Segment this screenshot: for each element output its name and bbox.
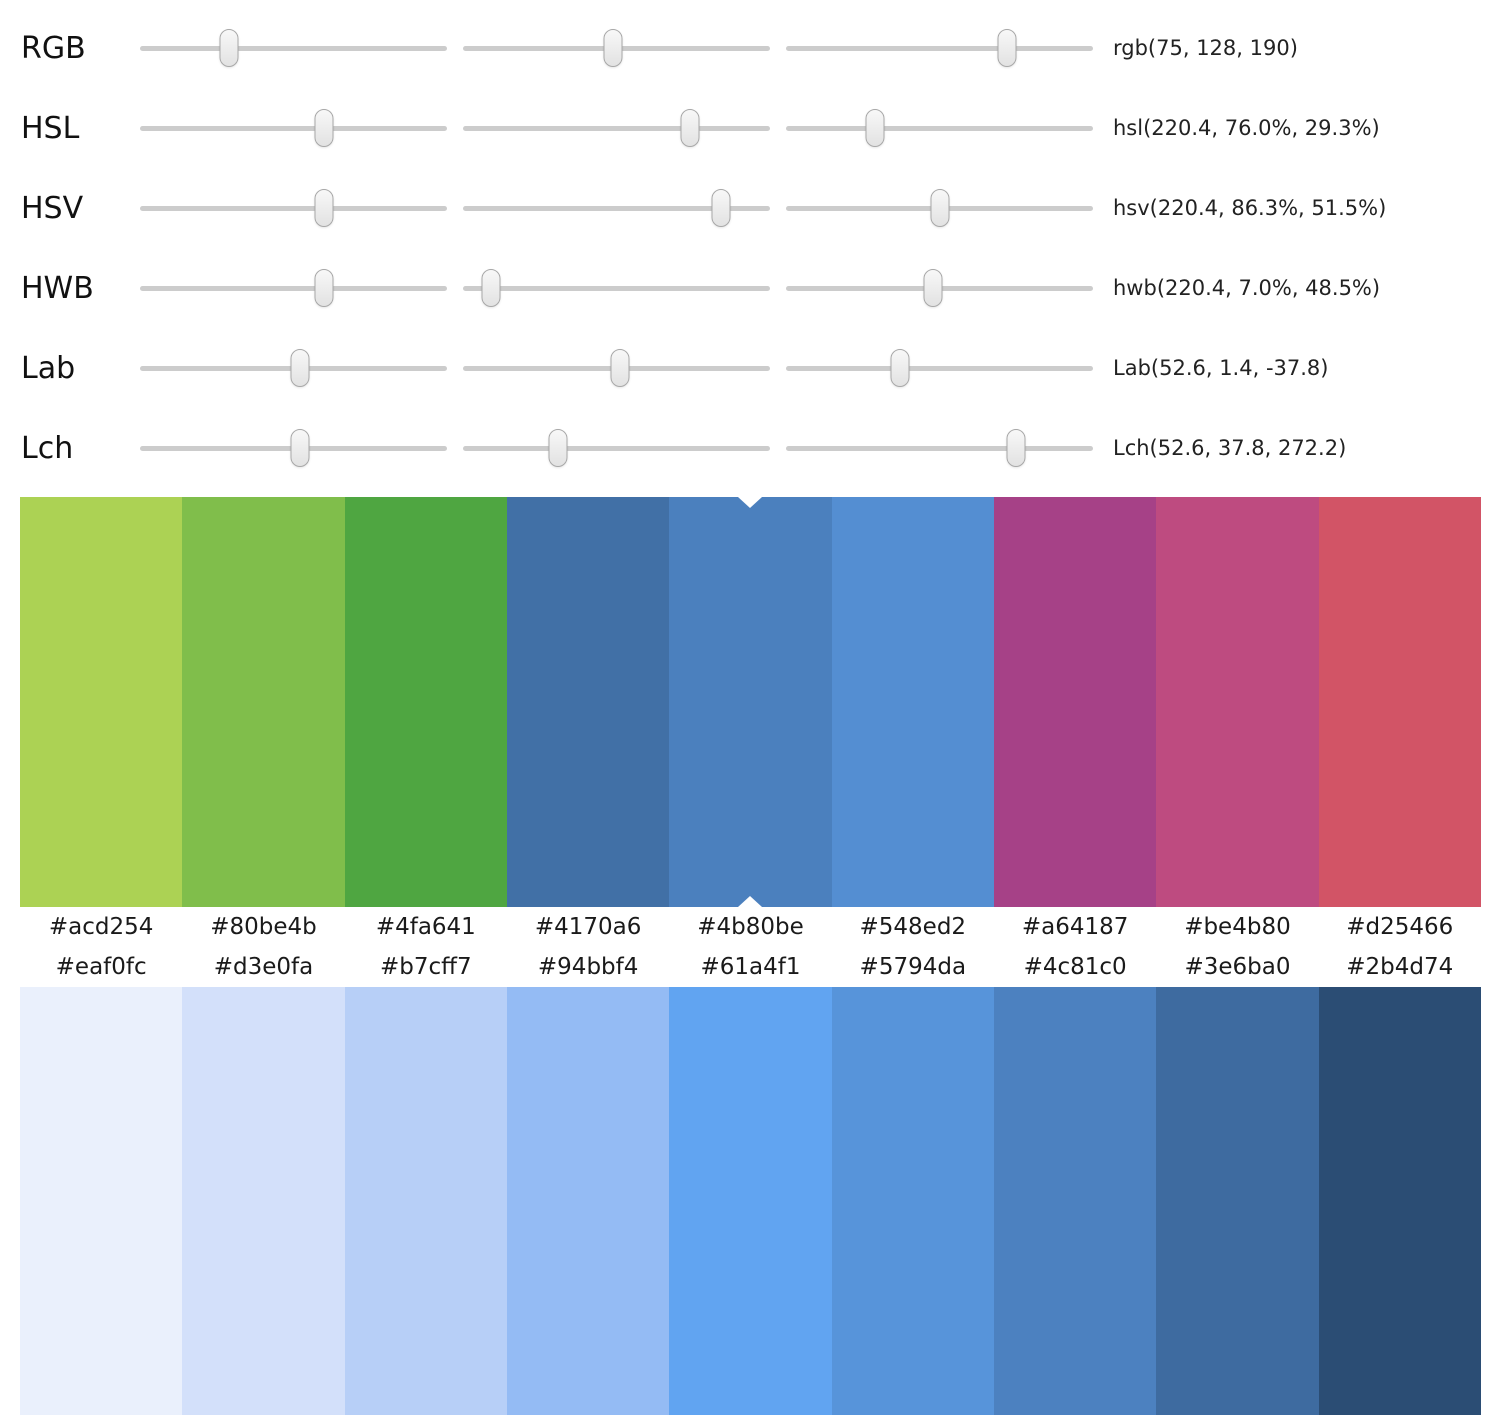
slider-thumb[interactable]: [481, 269, 501, 307]
slider-thumb[interactable]: [603, 29, 623, 67]
slider-thumb[interactable]: [219, 29, 239, 67]
hsv-h-slider[interactable]: [140, 189, 447, 227]
palette-swatch[interactable]: [1318, 987, 1481, 1415]
palette-swatch[interactable]: [182, 497, 345, 907]
swatch-hex-label: #d3e0fa: [213, 954, 314, 980]
swatch-hex-label: #be4b80: [1184, 914, 1291, 940]
swatch-hex-label: #b7cff7: [380, 954, 472, 980]
slider-row-lch: Lch Lch(52.6, 37.8, 272.2): [0, 408, 1501, 488]
rgb-g-slider[interactable]: [463, 29, 770, 67]
color-model-label-rgb: RGB: [21, 30, 86, 66]
rgb-value-text: rgb(75, 128, 190): [1113, 36, 1298, 60]
slider-thumb[interactable]: [314, 109, 334, 147]
color-model-label-hsl: HSL: [21, 110, 80, 146]
swatch-hex-label: #4c81c0: [1023, 954, 1127, 980]
palette-swatch[interactable]: [1318, 497, 1481, 907]
swatch-hex-label: #61a4f1: [700, 954, 801, 980]
swatch-hex-label: #4170a6: [534, 914, 642, 940]
lch-c-slider[interactable]: [463, 429, 770, 467]
swatch-hex-label: #acd254: [48, 914, 154, 940]
palette-swatch[interactable]: [20, 497, 183, 907]
palette-swatch[interactable]: [1156, 987, 1319, 1415]
hwb-w-slider[interactable]: [463, 269, 770, 307]
slider-thumb[interactable]: [865, 109, 885, 147]
palette-swatch[interactable]: [831, 497, 994, 907]
palette-swatch[interactable]: [344, 987, 507, 1415]
slider-thumb[interactable]: [923, 269, 943, 307]
color-sliders-panel: RGB rgb(75, 128, 190) HSL hsl(220.4, 76.…: [0, 0, 1501, 488]
palette-main-hex-labels: #acd254 #80be4b #4fa641 #4170a6 #4b80be …: [20, 907, 1481, 947]
hwb-b-slider[interactable]: [786, 269, 1093, 307]
lch-value-text: Lch(52.6, 37.8, 272.2): [1113, 436, 1347, 460]
swatch-hex-label: #d25466: [1346, 914, 1454, 940]
swatch-hex-label: #548ed2: [859, 914, 967, 940]
slider-row-hwb: HWB hwb(220.4, 7.0%, 48.5%): [0, 248, 1501, 328]
color-model-label-lch: Lch: [21, 430, 74, 466]
palette-tints-hex-labels: #eaf0fc #d3e0fa #b7cff7 #94bbf4 #61a4f1 …: [20, 947, 1481, 987]
swatch-hex-label: #3e6ba0: [1184, 954, 1291, 980]
slider-row-hsl: HSL hsl(220.4, 76.0%, 29.3%): [0, 88, 1501, 168]
swatch-hex-label: #eaf0fc: [55, 954, 147, 980]
swatch-hex-label: #2b4d74: [1346, 954, 1454, 980]
slider-thumb[interactable]: [1006, 429, 1026, 467]
color-model-label-lab: Lab: [21, 350, 76, 386]
swatch-hex-label: #94bbf4: [537, 954, 639, 980]
lch-l-slider[interactable]: [140, 429, 447, 467]
hsv-v-slider[interactable]: [786, 189, 1093, 227]
swatch-hex-label: #a64187: [1021, 914, 1129, 940]
slider-thumb[interactable]: [680, 109, 700, 147]
hsv-s-slider[interactable]: [463, 189, 770, 227]
lab-l-slider[interactable]: [140, 349, 447, 387]
lab-b-slider[interactable]: [786, 349, 1093, 387]
palette-swatch[interactable]: [182, 987, 345, 1415]
lab-a-slider[interactable]: [463, 349, 770, 387]
slider-thumb[interactable]: [290, 429, 310, 467]
hsv-value-text: hsv(220.4, 86.3%, 51.5%): [1113, 196, 1387, 220]
slider-row-lab: Lab Lab(52.6, 1.4, -37.8): [0, 328, 1501, 408]
slider-thumb[interactable]: [890, 349, 910, 387]
hsl-s-slider[interactable]: [463, 109, 770, 147]
palette-swatch[interactable]: [506, 987, 670, 1415]
slider-thumb[interactable]: [930, 189, 949, 227]
slider-thumb[interactable]: [314, 189, 334, 227]
hsl-l-slider[interactable]: [786, 109, 1093, 147]
palette-swatch[interactable]: [20, 987, 183, 1415]
palette-swatch[interactable]: [993, 497, 1157, 907]
slider-thumb[interactable]: [711, 189, 731, 227]
slider-thumb[interactable]: [610, 349, 630, 387]
hsl-h-slider[interactable]: [140, 109, 447, 147]
hwb-value-text: hwb(220.4, 7.0%, 48.5%): [1113, 276, 1381, 300]
slider-thumb[interactable]: [548, 429, 568, 467]
palette-swatch[interactable]: [506, 497, 670, 907]
palette-swatch[interactable]: [993, 987, 1157, 1415]
palette-swatch[interactable]: [344, 497, 507, 907]
rgb-b-slider[interactable]: [786, 29, 1093, 67]
slider-thumb[interactable]: [314, 269, 334, 307]
swatch-hex-label: #4fa641: [375, 914, 476, 940]
palette-tints: [20, 987, 1481, 1415]
slider-thumb[interactable]: [290, 349, 310, 387]
slider-row-rgb: RGB rgb(75, 128, 190): [0, 8, 1501, 88]
color-model-label-hsv: HSV: [21, 190, 84, 226]
lch-h-slider[interactable]: [786, 429, 1093, 467]
lab-value-text: Lab(52.6, 1.4, -37.8): [1113, 356, 1329, 380]
swatch-hex-label: #4b80be: [697, 914, 804, 940]
rgb-r-slider[interactable]: [140, 29, 447, 67]
palette-swatch[interactable]: [1156, 497, 1319, 907]
palette-swatch[interactable]: [831, 987, 994, 1415]
palette-main: [20, 497, 1481, 907]
hwb-h-slider[interactable]: [140, 269, 447, 307]
slider-row-hsv: HSV hsv(220.4, 86.3%, 51.5%): [0, 168, 1501, 248]
palette-swatch[interactable]: [669, 987, 832, 1415]
slider-thumb[interactable]: [997, 29, 1017, 67]
color-model-label-hwb: HWB: [21, 270, 94, 306]
palette-swatch[interactable]: [669, 497, 832, 907]
swatch-hex-label: #5794da: [859, 954, 967, 980]
swatch-hex-label: #80be4b: [210, 914, 317, 940]
hsl-value-text: hsl(220.4, 76.0%, 29.3%): [1113, 116, 1380, 140]
